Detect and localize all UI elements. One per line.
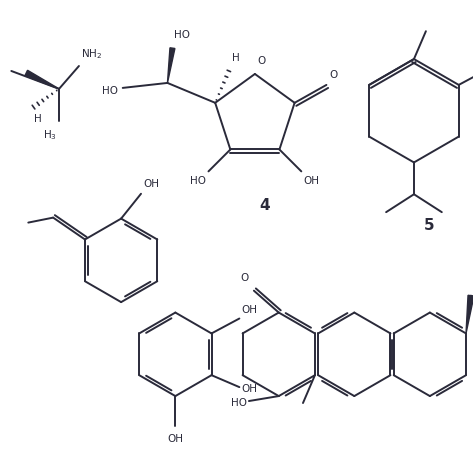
Text: OH: OH [167, 434, 183, 444]
Text: HO: HO [102, 86, 118, 96]
Text: O: O [257, 56, 265, 66]
Text: HO: HO [174, 30, 191, 40]
Polygon shape [25, 70, 59, 89]
Text: O: O [329, 70, 337, 80]
Text: H$_3$: H$_3$ [43, 128, 57, 143]
Polygon shape [466, 295, 474, 333]
Text: 4: 4 [260, 198, 270, 213]
Text: HO: HO [231, 398, 247, 408]
Text: NH$_2$: NH$_2$ [81, 47, 102, 61]
Text: OH: OH [303, 176, 319, 186]
Text: H: H [34, 114, 42, 124]
Text: 5: 5 [424, 218, 434, 233]
Text: OH: OH [241, 384, 257, 394]
Text: OH: OH [143, 179, 159, 189]
Polygon shape [167, 48, 175, 83]
Text: HO: HO [191, 176, 207, 186]
Text: O: O [241, 273, 249, 283]
Text: OH: OH [241, 304, 257, 315]
Text: H: H [232, 53, 240, 63]
